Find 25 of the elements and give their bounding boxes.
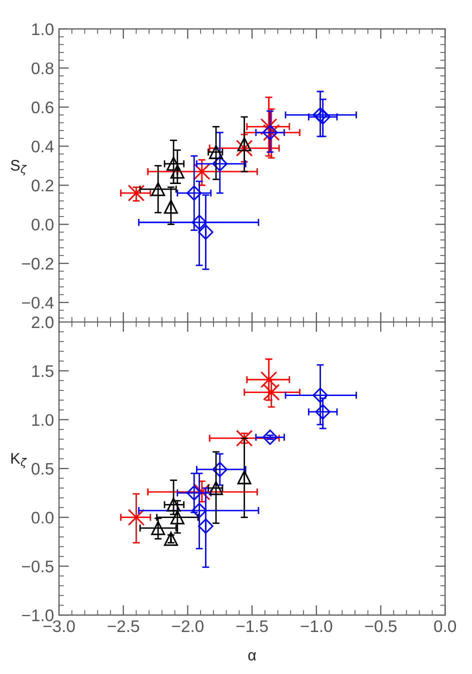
y-tick-label: −0.2: [22, 258, 54, 270]
y-tick-label: 0.0: [32, 512, 54, 524]
y-tick-label: −0.4: [22, 296, 54, 309]
x-tick-label: −3.0: [43, 620, 75, 632]
x-tick-label: −1.0: [300, 620, 332, 632]
y-tick-label: 0.0: [32, 218, 54, 231]
x-tick-label: −1.5: [236, 620, 268, 632]
y-tick-label: 0.6: [32, 102, 54, 114]
x-axis-title: α: [248, 652, 256, 661]
y-tick-label: 1.5: [32, 365, 54, 378]
x-tick-label: −2.0: [172, 620, 204, 632]
y-tick-label: −0.5: [22, 560, 54, 572]
y-axis-title: K$_{ζ}$: [11, 453, 27, 468]
y-tick-label: 2.0: [32, 316, 54, 328]
y-tick-label: 1.0: [32, 23, 54, 36]
y-tick-label: 0.2: [32, 180, 54, 192]
x-tick-label: 0.0: [434, 620, 456, 632]
y-tick-label: 0.5: [32, 462, 54, 475]
x-tick-label: −0.5: [365, 620, 396, 632]
y-tick-label: 0.8: [32, 62, 54, 74]
y-tick-label: −1.0: [22, 609, 54, 622]
y-tick-label: 0.4: [32, 140, 54, 152]
y-axis-title: S$_{ζ}$: [10, 160, 27, 176]
x-tick-label: −2.5: [108, 620, 140, 632]
y-tick-label: 1.0: [32, 414, 54, 426]
